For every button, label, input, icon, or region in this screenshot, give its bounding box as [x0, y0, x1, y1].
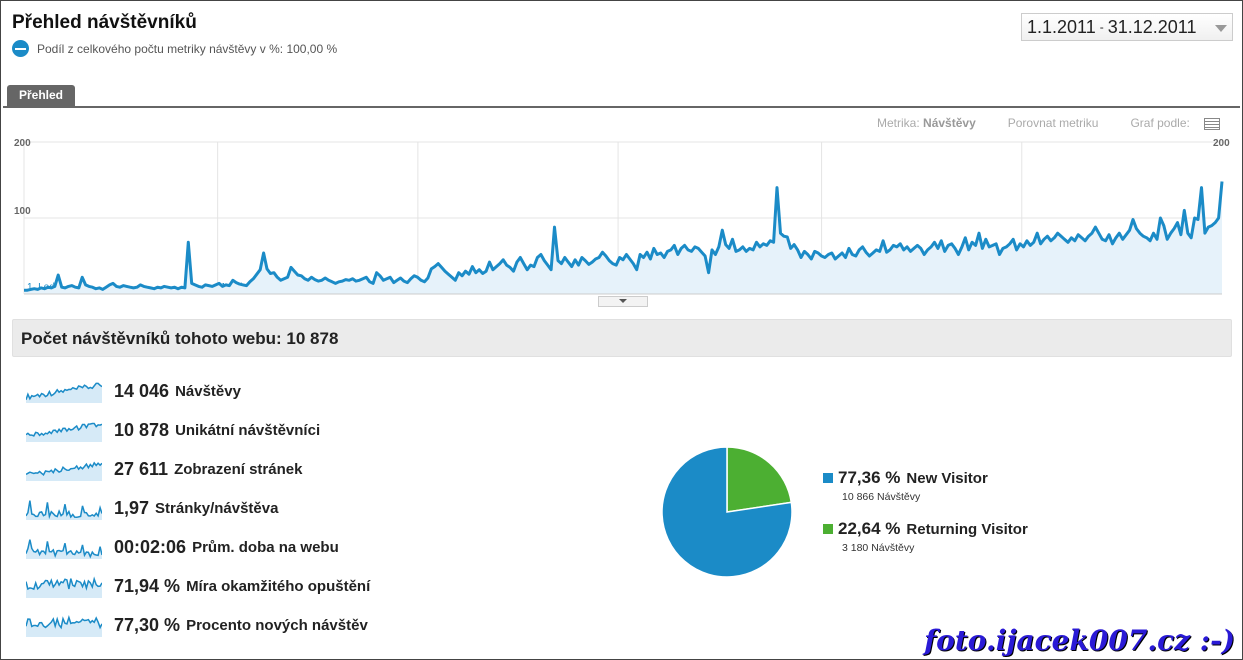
graph-by[interactable]: Graf podle: — [1130, 116, 1220, 130]
metric-unique-visitors[interactable]: 10 878 Unikátní návštěvníci — [26, 411, 370, 450]
metric-new-visits[interactable]: 77,30 % Procento nových návštěv — [26, 606, 370, 645]
date-range-picker[interactable]: 1.1.2011 - 31.12.2011 — [1021, 13, 1233, 41]
sparkline-line — [26, 538, 102, 559]
metric-value: 14 046 — [114, 381, 170, 401]
metric-pages-per-visit[interactable]: 1,97 Stránky/návštěva — [26, 489, 370, 528]
pie-slice — [726, 446, 793, 513]
metric-label: Míra okamžitého opuštění — [186, 578, 371, 595]
legend-sub: 3 180 Návštěvy — [842, 542, 915, 554]
sparkline-area — [26, 423, 102, 442]
sparkline-line — [26, 499, 102, 519]
sparkline — [26, 538, 102, 559]
legend-percent: 77,36 % — [838, 468, 901, 487]
metric-avg-time[interactable]: 00:02:06 Prům. doba na webu — [26, 528, 370, 567]
sparkline-line — [26, 461, 102, 476]
sparkline — [26, 461, 102, 481]
series-area — [24, 181, 1222, 294]
legend-swatch — [823, 473, 833, 483]
legend-percent: 22,64 % — [838, 519, 901, 538]
sparkline — [26, 575, 102, 598]
summary-title: Počet návštěvníků tohoto webu: 10 878 — [12, 319, 1232, 357]
sparkline — [26, 614, 102, 637]
sparkline-line — [26, 575, 102, 591]
metric-bounce-rate[interactable]: 71,94 % Míra okamžitého opuštění — [26, 567, 370, 606]
segment-info: Podíl z celkového počtu metriky návštěvy… — [12, 40, 337, 57]
metric-pageviews[interactable]: 27 611 Zobrazení stránek — [26, 450, 370, 489]
segment-text: Podíl z celkového počtu metriky návštěvy… — [37, 41, 338, 56]
date-separator: - — [1099, 20, 1104, 34]
y-tick-label-right: 200 — [1213, 138, 1230, 149]
metric-label: Procento nových návštěv — [186, 617, 368, 634]
legend-sub: 10 866 Návštěvy — [842, 491, 921, 503]
metric-value: Návštěvy — [923, 116, 976, 130]
sparkline-area — [26, 462, 102, 481]
metric-value: 10 878 — [114, 420, 170, 440]
sparkline-area — [26, 617, 102, 637]
metric-label: Návštěvy — [175, 383, 241, 400]
chevron-down-icon[interactable] — [1215, 25, 1227, 32]
graph-by-label: Graf podle: — [1130, 116, 1190, 130]
sparkline-area — [26, 382, 102, 403]
segment-icon — [12, 40, 29, 57]
sparkline — [26, 422, 102, 442]
legend-item-returning[interactable]: 22,64 % Returning Visitor 3 180 Návštěvy — [823, 519, 1028, 554]
visits-chart: 1. Led1. Bře1. Kvě1. Čvc1. Zář1. Lis2001… — [0, 130, 1243, 310]
metric-label: Stránky/návštěva — [155, 500, 279, 517]
metric-value: 71,94 % — [114, 576, 181, 596]
y-tick-label: 200 — [14, 138, 31, 149]
series-line — [24, 181, 1224, 292]
metric-label: Zobrazení stránek — [174, 461, 303, 478]
metric-label: Unikátní návštěvníci — [175, 422, 321, 439]
legend-swatch — [823, 524, 833, 534]
metric-value: 00:02:06 — [114, 537, 187, 557]
sparkline-line — [26, 382, 102, 400]
metric-visits[interactable]: 14 046 Návštěvy — [26, 372, 370, 411]
y-tick-label: 100 — [14, 206, 31, 217]
visits-chart-svg: 1. Led1. Bře1. Kvě1. Čvc1. Zář1. Lis2001… — [14, 138, 1230, 295]
tab-overview[interactable]: Přehled — [7, 85, 76, 106]
legend-name: New Visitor — [906, 469, 988, 487]
sparkline — [26, 499, 102, 520]
metric-prefix: Metrika: — [877, 116, 920, 130]
metric-value: 27 611 — [114, 459, 169, 479]
sparkline-area — [26, 578, 102, 598]
tab-underline — [3, 106, 1240, 108]
pie-legend: 77,36 % New Visitor 10 866 Návštěvy 22,6… — [823, 468, 1028, 570]
metrics-list: 14 046 Návštěvy 10 878 Unikátní návštěvn… — [26, 372, 370, 645]
legend-name: Returning Visitor — [906, 520, 1028, 538]
watermark: foto.ijacek007.cz :-) — [924, 624, 1235, 657]
visitor-type-pie[interactable] — [660, 445, 794, 579]
metric-value: 1,97 — [114, 498, 150, 518]
sparkline-line — [26, 614, 102, 629]
chart-collapse-handle[interactable] — [598, 296, 648, 307]
page-title: Přehled návštěvníků — [12, 12, 197, 33]
pie-slice — [661, 446, 793, 578]
legend-item-new[interactable]: 77,36 % New Visitor 10 866 Návštěvy — [823, 468, 1028, 503]
metric-selector[interactable]: Metrika: Návštěvy — [877, 116, 976, 130]
sparkline-line — [26, 422, 102, 437]
metric-label: Prům. doba na webu — [192, 539, 339, 556]
metric-value: 77,30 % — [114, 615, 181, 635]
chart-controls: Metrika: Návštěvy Porovnat metriku Graf … — [877, 116, 1220, 130]
compare-metric-link[interactable]: Porovnat metriku — [1007, 116, 1099, 130]
grid-icon[interactable] — [1203, 117, 1220, 130]
date-start: 1.1.2011 — [1027, 16, 1096, 37]
date-end: 31.12.2011 — [1107, 16, 1197, 37]
sparkline — [26, 382, 102, 403]
